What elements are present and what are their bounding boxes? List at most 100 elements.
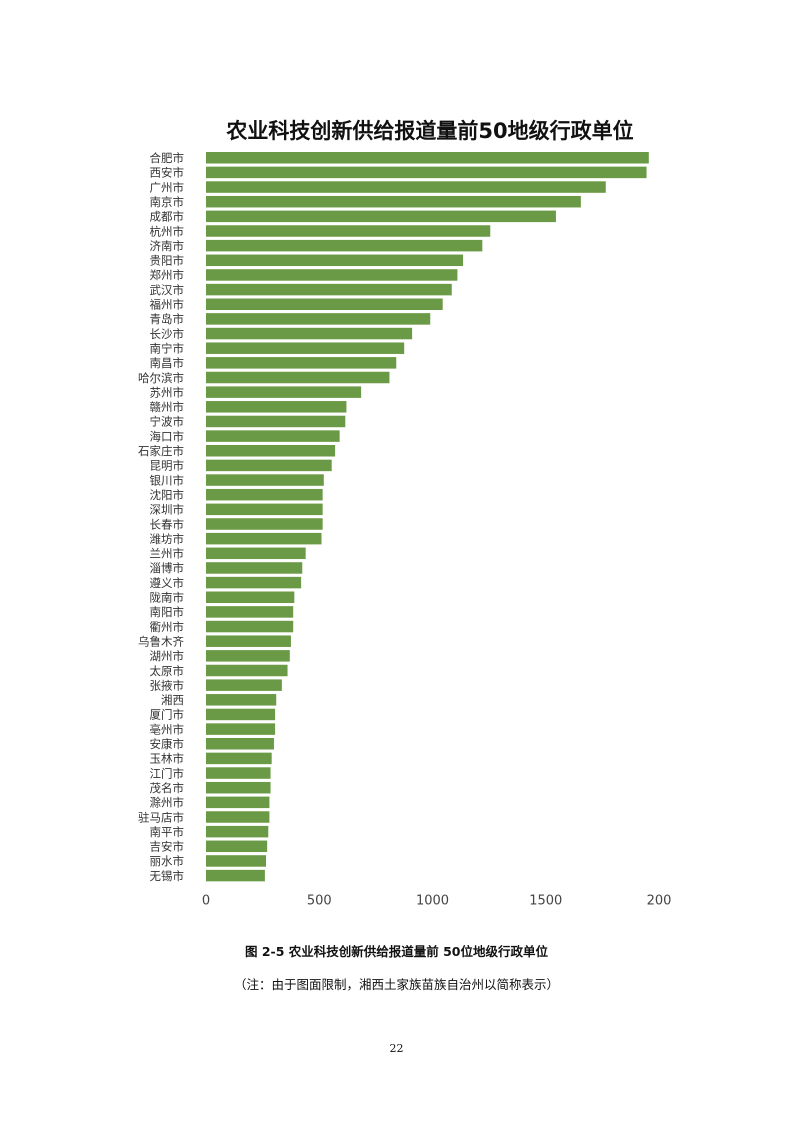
- bar-39: [206, 708, 276, 721]
- bar-35: [206, 650, 290, 662]
- category-label: 无锡市: [150, 869, 185, 883]
- category-label: 郑州市: [150, 268, 185, 282]
- category-label: 驻马店市: [138, 810, 184, 824]
- category-label: 长沙市: [150, 327, 185, 341]
- bar-17: [206, 386, 362, 398]
- bar-chart: 农业科技创新供给报道量前50地级行政单位 合肥市西安市广州市南京市成都市杭州市济…: [138, 119, 672, 909]
- bar-11: [206, 298, 443, 310]
- bar-1: [206, 152, 649, 164]
- bar-49: [206, 855, 267, 867]
- bar-47: [206, 825, 269, 838]
- category-label: 陇南市: [150, 591, 185, 605]
- bar-46: [206, 811, 270, 823]
- category-label: 哈尔滨市: [138, 371, 184, 385]
- bar-41: [206, 738, 274, 750]
- category-label: 海口市: [150, 429, 185, 443]
- bar-29: [206, 562, 303, 574]
- category-label: 太原市: [150, 664, 185, 678]
- bar-42: [206, 752, 272, 765]
- category-label: 杭州市: [150, 224, 185, 238]
- category-label: 福州市: [150, 298, 185, 312]
- category-label: 安康市: [150, 737, 185, 751]
- bar-18: [206, 401, 347, 413]
- bar-4: [206, 195, 581, 208]
- bar-34: [206, 635, 291, 647]
- bar-13: [206, 327, 413, 340]
- bar-38: [206, 694, 277, 706]
- category-label: 淄博市: [150, 561, 185, 575]
- bar-30: [206, 576, 302, 589]
- category-label: 亳州市: [150, 722, 185, 736]
- category-label: 衢州市: [150, 620, 185, 634]
- bar-12: [206, 313, 431, 325]
- category-label: 石家庄市: [138, 444, 184, 458]
- category-label: 南阳市: [150, 605, 185, 619]
- category-label: 张掖市: [150, 678, 185, 692]
- bar-7: [206, 239, 483, 252]
- category-label: 玉林市: [150, 752, 185, 766]
- category-label: 沈阳市: [150, 488, 185, 502]
- bar-15: [206, 357, 397, 369]
- bar-16: [206, 371, 390, 384]
- category-label: 贵阳市: [150, 254, 185, 268]
- category-labels: 合肥市西安市广州市南京市成都市杭州市济南市贵阳市郑州市武汉市福州市青岛市长沙市南…: [138, 151, 184, 883]
- category-label: 成都市: [150, 210, 185, 224]
- bar-22: [206, 459, 332, 472]
- category-label: 滁州市: [150, 796, 185, 810]
- category-label: 长春市: [150, 517, 185, 531]
- category-label: 青岛市: [150, 312, 185, 326]
- bar-36: [206, 664, 288, 677]
- category-label: 赣州市: [150, 400, 185, 414]
- category-label: 广州市: [150, 180, 185, 194]
- category-label: 潍坊市: [150, 532, 185, 546]
- category-label: 西安市: [150, 166, 185, 180]
- bar-21: [206, 445, 336, 457]
- x-tick-label: 0: [202, 894, 210, 909]
- bar-24: [206, 488, 323, 501]
- category-label: 深圳市: [150, 503, 185, 517]
- bar-3: [206, 181, 606, 193]
- category-label: 南京市: [150, 195, 185, 209]
- bar-6: [206, 225, 491, 237]
- x-tick-label: 200: [647, 894, 672, 909]
- category-label: 宁波市: [150, 415, 185, 429]
- bar-31: [206, 591, 295, 603]
- category-label: 济南市: [150, 239, 185, 253]
- bar-32: [206, 606, 294, 618]
- category-label: 湘西: [161, 693, 184, 707]
- bar-45: [206, 796, 270, 809]
- category-label: 江门市: [150, 766, 185, 780]
- category-label: 乌鲁木齐: [138, 634, 184, 648]
- bar-28: [206, 547, 306, 560]
- bar-48: [206, 840, 268, 853]
- category-label: 武汉市: [150, 283, 185, 297]
- bar-44: [206, 781, 271, 794]
- bar-20: [206, 430, 340, 442]
- category-label: 南平市: [150, 825, 185, 839]
- category-label: 苏州市: [150, 385, 185, 399]
- x-tick-label: 1500: [529, 894, 562, 909]
- bar-19: [206, 415, 346, 428]
- bar-50: [206, 869, 265, 882]
- category-label: 湖州市: [150, 649, 185, 663]
- category-label: 厦门市: [150, 708, 185, 722]
- bar-40: [206, 723, 276, 735]
- category-label: 丽水市: [150, 854, 185, 868]
- chart-title: 农业科技创新供给报道量前50地级行政单位: [225, 119, 633, 143]
- bar-27: [206, 532, 322, 545]
- bar-5: [206, 210, 556, 223]
- category-label: 茂名市: [150, 781, 185, 795]
- category-label: 昆明市: [150, 459, 185, 473]
- bars-group: [206, 152, 649, 882]
- x-axis-ticks: 0 500 1000 1500 200: [202, 894, 672, 909]
- bar-10: [206, 283, 452, 296]
- category-label: 南宁市: [150, 341, 185, 355]
- category-label: 合肥市: [150, 151, 185, 165]
- bar-25: [206, 503, 323, 516]
- bar-8: [206, 254, 464, 267]
- category-label: 遵义市: [150, 576, 185, 590]
- page-number: 22: [389, 1042, 404, 1055]
- bar-37: [206, 679, 282, 691]
- x-tick-label: 1000: [416, 894, 449, 909]
- bar-2: [206, 166, 647, 179]
